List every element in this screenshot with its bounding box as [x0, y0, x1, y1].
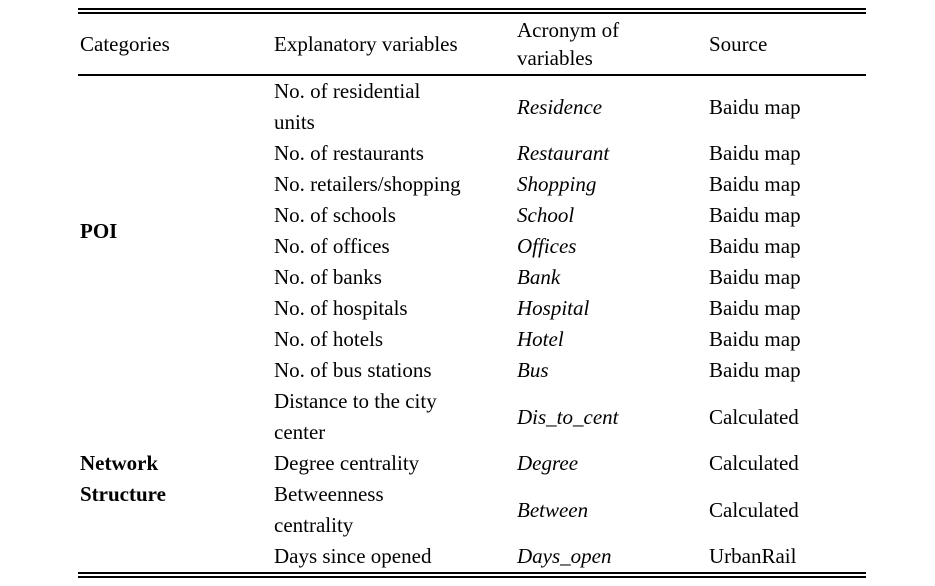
acronym-cell: Restaurant	[517, 141, 610, 165]
acronym-cell: Shopping	[517, 172, 597, 196]
source-cell: Baidu map	[709, 358, 801, 382]
table-row: No. retailers/shopping Shopping Baidu ma…	[78, 169, 866, 200]
table-row: Days since opened Days_open UrbanRail	[78, 541, 866, 575]
source-cell: Baidu map	[709, 234, 801, 258]
explanatory-cell: No. of hospitals	[274, 296, 408, 320]
acronym-cell: Dis_to_cent	[517, 404, 619, 429]
header-row: Categories Explanatory variables Acronym…	[78, 11, 866, 76]
explanatory-cell: Distance to the city center	[274, 389, 437, 444]
source-cell: Calculated	[709, 404, 799, 429]
acronym-cell: Residence	[517, 94, 603, 119]
source-cell: Baidu map	[709, 172, 801, 196]
explanatory-cell: No. of restaurants	[274, 141, 424, 165]
acronym-cell: Degree	[517, 451, 579, 475]
explanatory-cell: No. of schools	[274, 203, 396, 227]
acronym-cell: School	[517, 203, 575, 227]
explanatory-cell: No. of offices	[274, 234, 390, 258]
explanatory-cell: No. of bus stations	[274, 358, 432, 382]
col-header-source: Source	[707, 11, 866, 76]
acronym-cell: Hospital	[517, 296, 590, 320]
variables-table: Categories Explanatory variables Acronym…	[78, 8, 866, 578]
table-row: No. of offices Offices Baidu map	[78, 231, 866, 262]
acronym-cell: Bus	[517, 358, 549, 382]
explanatory-cell: No. of banks	[274, 265, 382, 289]
source-cell: UrbanRail	[709, 544, 797, 568]
explanatory-cell: No. of hotels	[274, 327, 384, 351]
acronym-cell: Offices	[517, 234, 577, 258]
table-row: No. of hospitals Hospital Baidu map	[78, 293, 866, 324]
acronym-cell: Days_open	[517, 544, 612, 568]
explanatory-cell: Degree centrality	[274, 451, 420, 475]
category-cell-poi: POI	[80, 218, 118, 243]
table-row: No. of restaurants Restaurant Baidu map	[78, 138, 866, 169]
source-cell: Baidu map	[709, 141, 801, 165]
table-row: Network Structure Distance to the city c…	[78, 386, 866, 506]
source-cell: Baidu map	[709, 327, 801, 351]
table-row: No. of bus stations Bus Baidu map	[78, 355, 866, 386]
acronym-cell: Hotel	[517, 327, 564, 351]
source-cell: Calculated	[709, 451, 799, 475]
col-header-acronym: Acronym of variables	[515, 11, 707, 76]
table-row: No. of schools School Baidu map	[78, 200, 866, 231]
table-row: No. of hotels Hotel Baidu map	[78, 324, 866, 355]
acronym-cell: Bank	[517, 265, 561, 289]
table-header: Categories Explanatory variables Acronym…	[78, 11, 866, 76]
col-header-explanatory-variables: Explanatory variables	[272, 11, 515, 76]
source-cell: Baidu map	[709, 203, 801, 227]
source-cell: Baidu map	[709, 296, 801, 320]
source-cell: Calculated	[709, 497, 799, 522]
col-header-categories: Categories	[78, 11, 272, 76]
explanatory-cell: Days since opened	[274, 544, 432, 568]
table-row: POI No. of residential units Residence B…	[78, 75, 866, 243]
table-row: No. of banks Bank Baidu map	[78, 262, 866, 293]
source-cell: Baidu map	[709, 94, 801, 119]
category-cell-network-structure: Network Structure	[80, 451, 166, 506]
table-row: Betweenness centrality Between Calculate…	[78, 479, 866, 541]
explanatory-cell: No. retailers/shopping	[274, 172, 461, 196]
acronym-cell: Between	[517, 497, 589, 522]
table-body: POI No. of residential units Residence B…	[78, 75, 866, 575]
table-row: Degree centrality Degree Calculated	[78, 448, 866, 479]
source-cell: Baidu map	[709, 265, 801, 289]
explanatory-cell: No. of residential units	[274, 79, 421, 134]
explanatory-cell: Betweenness centrality	[274, 482, 384, 537]
